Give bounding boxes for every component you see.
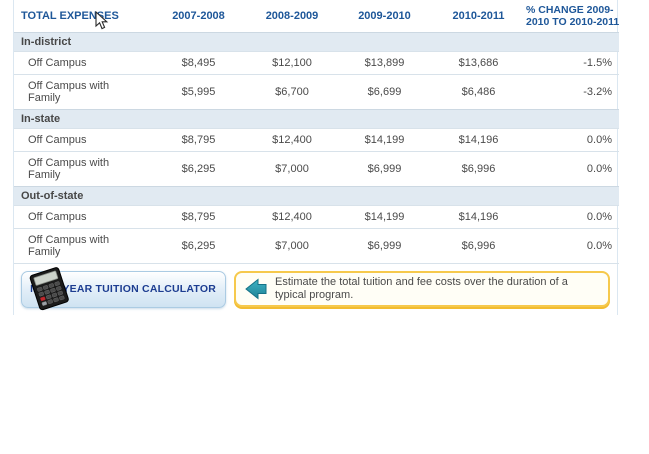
section-label: Out-of-state bbox=[14, 185, 619, 205]
column-header-2009-2010[interactable]: 2009-2010 bbox=[358, 9, 411, 22]
section-label: In-state bbox=[14, 108, 619, 128]
cell-value: $6,999 bbox=[338, 150, 431, 186]
button-label: MULTIYEAR TUITION CALCULATOR bbox=[30, 283, 216, 295]
cell-value: $8,495 bbox=[151, 50, 246, 74]
cell-value: $13,686 bbox=[431, 50, 526, 74]
row-label: Off Campus bbox=[14, 204, 151, 228]
mouse-cursor-icon bbox=[95, 11, 109, 30]
cell-value: $7,000 bbox=[246, 150, 338, 186]
column-header-pct-change[interactable]: % CHANGE 2009- 2010 TO 2010-2011 bbox=[526, 0, 619, 32]
section-row: Out-of-state bbox=[14, 185, 619, 205]
table-row: Off Campus with Family $5,995 $6,700 $6,699… bbox=[14, 73, 619, 109]
info-callout: Estimate the total tuition and fee costs… bbox=[234, 270, 610, 307]
cell-pct-change: 0.0% bbox=[526, 204, 619, 228]
table-row: Off Campus with Family $6,295 $7,000 $6,999… bbox=[14, 227, 619, 263]
table-row: Off Campus $8,795 $12,400 $14,199 $14,196 0.0… bbox=[14, 127, 619, 151]
cell-pct-change: -3.2% bbox=[526, 73, 619, 109]
cell-value: $13,899 bbox=[338, 50, 431, 74]
info-text: Estimate the total tuition and fee costs… bbox=[275, 275, 568, 301]
cell-value: $14,196 bbox=[431, 204, 526, 228]
cell-value: $5,995 bbox=[151, 73, 246, 109]
cell-value: $14,199 bbox=[338, 204, 431, 228]
cell-value: $12,400 bbox=[246, 204, 338, 228]
footer-row: MULTIYEAR TUITION CALCULATOR Estimate th… bbox=[21, 266, 610, 310]
column-header-2010-2011[interactable]: 2010-2011 bbox=[452, 9, 505, 22]
cell-value: $6,996 bbox=[431, 227, 526, 263]
row-label: Off Campus with Family bbox=[14, 227, 151, 263]
expenses-panel: TOTAL EXPENSES 2007-2008 2008-2009 2009-… bbox=[13, 0, 619, 315]
teal-left-arrow-icon bbox=[245, 277, 267, 300]
table-row: Off Campus with Family $6,295 $7,000 $6,999… bbox=[14, 150, 619, 186]
cell-value: $6,699 bbox=[338, 73, 431, 109]
cell-value: $6,486 bbox=[431, 73, 526, 109]
cell-value: $6,700 bbox=[246, 73, 338, 109]
cell-value: $12,100 bbox=[246, 50, 338, 74]
table-row: Off Campus $8,795 $12,400 $14,199 $14,196 0.0… bbox=[14, 204, 619, 228]
cell-value: $8,795 bbox=[151, 127, 246, 151]
column-header-2007-2008[interactable]: 2007-2008 bbox=[172, 9, 225, 22]
cell-value: $14,196 bbox=[431, 127, 526, 151]
cell-value: $8,795 bbox=[151, 204, 246, 228]
pct-header-line2: 2010 TO 2010-2011 bbox=[526, 15, 620, 28]
row-label: Off Campus with Family bbox=[14, 73, 151, 109]
cell-value: $14,199 bbox=[338, 127, 431, 151]
cell-value: $6,999 bbox=[338, 227, 431, 263]
pct-header-line1: % CHANGE 2009- bbox=[526, 3, 614, 16]
row-label: Off Campus bbox=[14, 50, 151, 74]
row-label: Off Campus bbox=[14, 127, 151, 151]
cell-pct-change: 0.0% bbox=[526, 150, 619, 186]
expenses-table: TOTAL EXPENSES 2007-2008 2008-2009 2009-… bbox=[14, 0, 619, 264]
section-label: In-district bbox=[14, 31, 619, 51]
cell-value: $6,295 bbox=[151, 227, 246, 263]
column-header-2008-2009[interactable]: 2008-2009 bbox=[265, 9, 319, 22]
cell-value: $7,000 bbox=[246, 227, 338, 263]
cell-value: $6,996 bbox=[431, 150, 526, 186]
table-header: TOTAL EXPENSES 2007-2008 2008-2009 2009-… bbox=[14, 0, 619, 32]
cell-value: $12,400 bbox=[246, 127, 338, 151]
cell-pct-change: -1.5% bbox=[526, 50, 619, 74]
table-title[interactable]: TOTAL EXPENSES bbox=[21, 9, 119, 22]
table-row: Off Campus $8,495 $12,100 $13,899 $13,686 -1.… bbox=[14, 50, 619, 74]
cell-value: $6,295 bbox=[151, 150, 246, 186]
row-label: Off Campus with Family bbox=[14, 150, 151, 186]
multiyear-tuition-calculator-button[interactable]: MULTIYEAR TUITION CALCULATOR bbox=[21, 266, 226, 310]
section-row: In-state bbox=[14, 108, 619, 128]
section-row: In-district bbox=[14, 31, 619, 51]
cell-pct-change: 0.0% bbox=[526, 127, 619, 151]
cell-pct-change: 0.0% bbox=[526, 227, 619, 263]
